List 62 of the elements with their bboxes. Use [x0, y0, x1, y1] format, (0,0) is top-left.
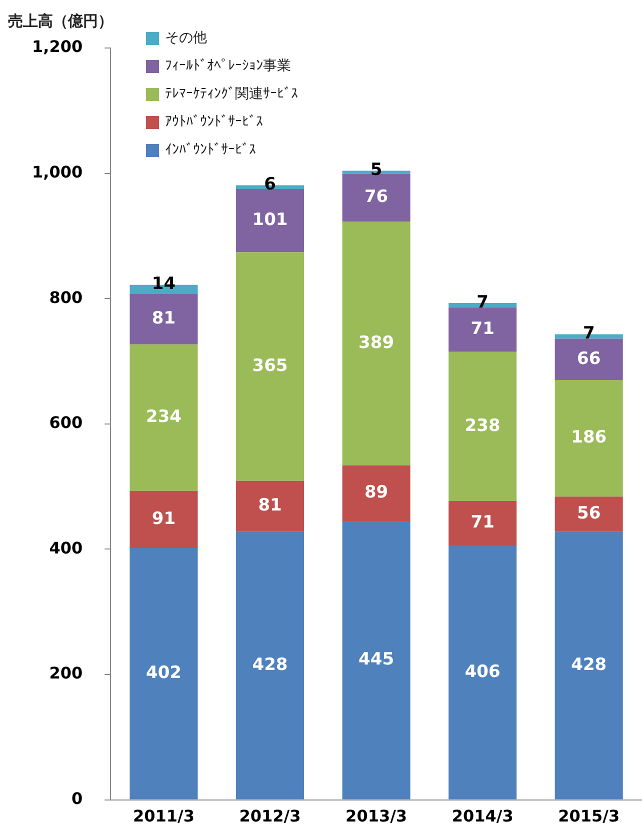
bar — [130, 490, 198, 548]
data-label: 389 — [358, 332, 394, 353]
data-label: 365 — [252, 356, 288, 376]
data-label: 186 — [571, 428, 607, 448]
bar — [554, 532, 623, 800]
data-label: 6 — [264, 174, 276, 195]
bar — [236, 188, 304, 252]
x-tick-label: 2014/3 — [452, 806, 514, 826]
y-tick-label: 0 — [71, 788, 83, 808]
bar — [342, 465, 410, 522]
data-label: 445 — [358, 650, 394, 670]
legend-label: ｱｳﾄﾊﾞｳﾝﾄﾞｻｰﾋﾞｽ — [165, 114, 263, 130]
bar — [130, 344, 198, 491]
data-label: 91 — [152, 508, 176, 529]
bar — [236, 532, 304, 800]
data-label: 71 — [470, 512, 494, 533]
bar — [554, 380, 623, 497]
bar — [342, 521, 410, 800]
legend-label: ｲﾝﾊﾞｳﾝﾄﾞｻｰﾋﾞｽ — [165, 142, 256, 158]
y-tick-label: 800 — [49, 288, 83, 307]
bar — [236, 480, 304, 532]
data-label: 7 — [582, 324, 595, 344]
data-label: 81 — [258, 496, 282, 516]
x-tick-label: 2012/3 — [239, 806, 301, 826]
bar — [448, 307, 517, 352]
y-tick-label: 400 — [49, 538, 83, 558]
legend-label: ﾃﾚﾏｰｹﾃｨﾝｸﾞ関連ｻｰﾋﾞｽ — [165, 85, 298, 103]
data-label: 428 — [252, 654, 288, 675]
bar — [448, 500, 517, 546]
x-tick-label: 2015/3 — [558, 806, 620, 826]
y-axis-title: 売上高（億円） — [8, 12, 113, 31]
bar — [130, 548, 198, 800]
x-tick-label: 2013/3 — [346, 806, 408, 826]
bar — [236, 252, 304, 481]
bar — [448, 545, 517, 800]
bar — [130, 294, 198, 344]
data-label: 428 — [571, 654, 607, 675]
x-tick-label: 2011/3 — [132, 806, 195, 826]
data-label: 7 — [476, 292, 489, 312]
bar — [342, 174, 410, 222]
y-tick-label: 200 — [49, 664, 83, 683]
data-label: 101 — [252, 210, 288, 230]
data-label: 402 — [146, 663, 182, 684]
data-label: 234 — [146, 407, 182, 428]
data-label: 5 — [370, 160, 382, 180]
data-label: 71 — [470, 319, 494, 340]
data-label: 89 — [364, 482, 388, 503]
y-tick-label: 1,000 — [32, 162, 83, 182]
data-label: 81 — [152, 308, 176, 328]
data-label: 66 — [577, 348, 601, 369]
legend-label: その他 — [165, 29, 207, 47]
legend-label: ﾌｨｰﾙﾄﾞｵﾍﾟﾚｰｼｮﾝ事業 — [165, 57, 291, 75]
data-label: 56 — [577, 504, 601, 524]
y-tick-label: 600 — [49, 413, 83, 432]
y-tick-label: 1,200 — [32, 37, 83, 56]
bar — [448, 352, 517, 501]
data-label: 406 — [464, 662, 500, 682]
bar — [554, 496, 623, 532]
bar — [342, 222, 410, 466]
data-label: 238 — [464, 416, 500, 436]
bar — [554, 338, 623, 380]
data-label: 76 — [364, 187, 388, 208]
